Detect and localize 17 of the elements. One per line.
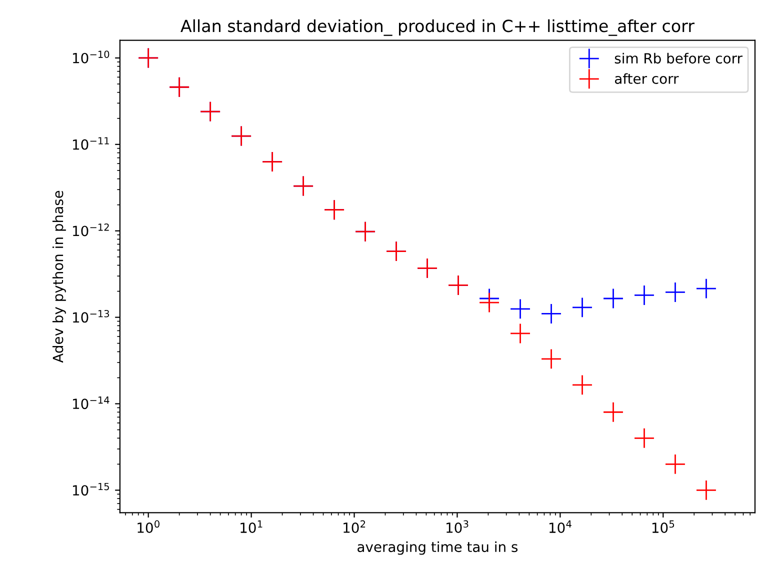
chart-title: Allan standard deviation_ produced in C++ listtime_after corr xyxy=(180,19,695,36)
y-tick-label: 10$^{−11}$ xyxy=(73,137,109,150)
x-tick-label: 10$^{2}$ xyxy=(344,520,366,534)
x-tick-label: 10$^{5}$ xyxy=(652,520,674,534)
legend-label: sim Rb before corr xyxy=(614,52,742,64)
legend-label: after corr xyxy=(614,73,679,84)
x-tick-label: 10$^{3}$ xyxy=(446,520,468,534)
x-tick-label: 10$^{1}$ xyxy=(240,520,262,534)
y-tick-label: 10$^{−15}$ xyxy=(73,482,109,496)
x-tick-label: 10$^{4}$ xyxy=(549,520,572,534)
y-tick-label: 10$^{−14}$ xyxy=(73,396,110,410)
y-tick-label: 10$^{−13}$ xyxy=(73,310,110,323)
x-tick-label: 10$^{0}$ xyxy=(138,520,160,534)
x-axis-title: averaging time tau in s xyxy=(358,541,518,555)
y-axis-title: Adev by python in phase xyxy=(52,190,66,363)
y-tick-label: 10$^{−12}$ xyxy=(73,223,109,236)
y-tick-label: 10$^{−10}$ xyxy=(73,50,110,64)
